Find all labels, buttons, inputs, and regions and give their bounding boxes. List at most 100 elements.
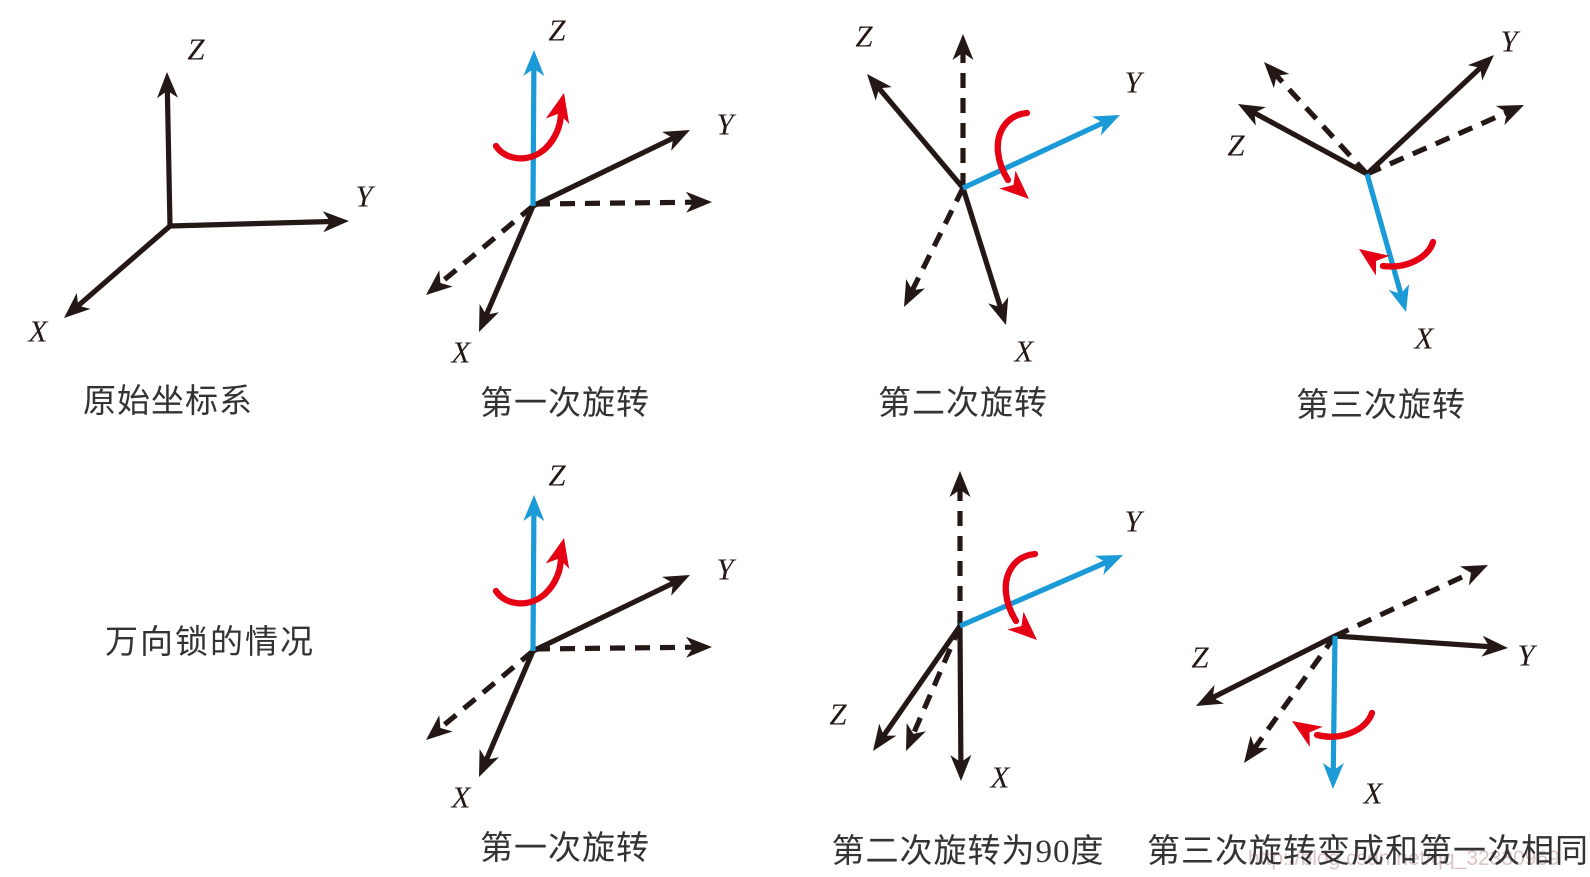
z-axis (530, 67, 537, 207)
z-axis-arrowhead (523, 495, 545, 522)
z-axis-arrowhead (1196, 684, 1224, 706)
y-axis-arrowhead (662, 575, 690, 596)
y-axis-old-arrowhead (1495, 105, 1524, 126)
y-axis (169, 218, 332, 229)
x-axis-old (437, 204, 535, 286)
x-axis-arrowhead (950, 754, 972, 781)
z-axis-label: Z (1227, 128, 1245, 163)
x-axis-label: X (1362, 776, 1384, 811)
panel-gimbal-first-rotation: Y X Z (426, 458, 736, 815)
x-axis-old-arrowhead (1244, 735, 1268, 763)
rotation-around-x-arrowhead (1359, 249, 1390, 276)
z-axis (880, 624, 963, 738)
rotation-around-y-arrow (994, 109, 1031, 184)
z-axis-label: Z (829, 697, 847, 732)
y-axis-arrowhead (322, 211, 349, 233)
y-axis-label: Y (1500, 24, 1520, 59)
x-axis-arrowhead (988, 297, 1009, 325)
caption-gimbal-third-rotation: 第三次旋转变成和第一次相同 (1147, 834, 1589, 870)
rotation-around-z-arrow (492, 108, 565, 162)
caption-original-coords: 原始坐标系 (83, 384, 253, 420)
z-axis-old-arrowhead (952, 34, 974, 60)
x-axis (1364, 173, 1404, 296)
x-axis-arrowhead (1388, 284, 1410, 312)
panel-second-rotation: Z X Y (855, 19, 1144, 369)
z-axis-old-arrowhead (949, 471, 971, 497)
z-axis-arrowhead (157, 72, 179, 99)
x-axis-label: X (450, 335, 472, 370)
z-axis (164, 89, 173, 227)
y-axis-old (534, 199, 695, 207)
x-axis-old-arrowhead (906, 722, 926, 751)
x-axis-old (910, 624, 963, 736)
y-axis-arrowhead (662, 130, 690, 151)
x-axis-label: X (989, 760, 1011, 795)
panel-first-rotation: Y X Z (426, 13, 736, 370)
z-axis (1252, 110, 1369, 177)
x-axis-label: X (450, 780, 472, 815)
caption-gimbal-first-rotation: 第一次旋转 (480, 831, 650, 867)
z-axis (1210, 633, 1337, 701)
rotation-around-x-arrow (1313, 709, 1376, 740)
y-axis-label: Y (1517, 638, 1537, 673)
x-axis-arrowhead (479, 748, 499, 777)
z-axis-label: Z (548, 458, 566, 493)
x-axis-old (437, 649, 535, 731)
y-axis-label: Y (716, 552, 736, 587)
panel-third-rotation: Y Z X (1227, 24, 1524, 356)
y-axis (531, 135, 676, 209)
y-axis-arrowhead (1091, 115, 1120, 136)
rotation-around-z-arrow (492, 553, 565, 607)
z-axis-label: Z (548, 13, 566, 48)
z-axis-label: Z (1191, 640, 1209, 675)
x-axis-label: X (1413, 321, 1435, 356)
x-axis (1330, 635, 1338, 772)
rotation-around-y-arrow (1002, 550, 1039, 625)
y-axis (1365, 65, 1483, 176)
x-axis-arrowhead (479, 303, 499, 332)
y-axis-label: Y (716, 107, 736, 142)
x-axis-arrowhead (64, 293, 91, 318)
y-axis-old-arrowhead (685, 191, 712, 213)
x-axis-old-arrowhead (426, 270, 453, 295)
y-axis (1334, 633, 1491, 650)
panel-gimbal-third-rotation: Y Z X (1191, 565, 1537, 811)
y-axis-arrowhead (1481, 635, 1508, 657)
z-axis (530, 512, 537, 652)
caption-gimbal-second-rotation: 第二次旋转为90度 (831, 834, 1105, 870)
x-axis (960, 187, 1004, 309)
x-axis-old-arrowhead (904, 279, 925, 307)
z-axis (876, 85, 965, 190)
z-axis-arrowhead (867, 74, 892, 101)
z-axis-label: Z (187, 32, 205, 67)
y-axis-old (1365, 109, 1509, 177)
x-axis-old-arrowhead (426, 715, 453, 740)
x-axis-arrowhead (1322, 762, 1344, 789)
z-axis-old-arrowhead (1264, 62, 1290, 89)
y-axis (961, 120, 1106, 191)
y-axis-arrowhead (1467, 55, 1494, 81)
caption-second-rotation: 第二次旋转 (878, 386, 1048, 422)
x-axis (75, 224, 172, 309)
x-axis-label: X (1013, 334, 1035, 369)
y-axis (531, 580, 676, 654)
caption-first-rotation: 第一次旋转 (480, 386, 650, 422)
rotation-around-x-arrow (1379, 238, 1437, 270)
y-axis (958, 559, 1108, 629)
rotation-around-y-arrowhead (999, 170, 1029, 199)
panel-gimbal-second-rotation-90deg: X Z Y (829, 471, 1144, 795)
x-axis (957, 625, 964, 764)
y-axis-old (534, 644, 695, 652)
x-axis-old (909, 186, 966, 293)
x-axis (483, 649, 536, 762)
z-axis-label: Z (855, 19, 873, 54)
y-axis-old (1333, 570, 1474, 639)
x-axis-old (1252, 634, 1338, 751)
panel-original-coordinate-system: Z Y X (27, 32, 376, 349)
y-axis-arrowhead (1094, 555, 1123, 576)
z-axis-arrowhead (873, 723, 897, 751)
x-axis-label: X (27, 314, 49, 349)
y-axis-label: Y (1124, 504, 1144, 539)
